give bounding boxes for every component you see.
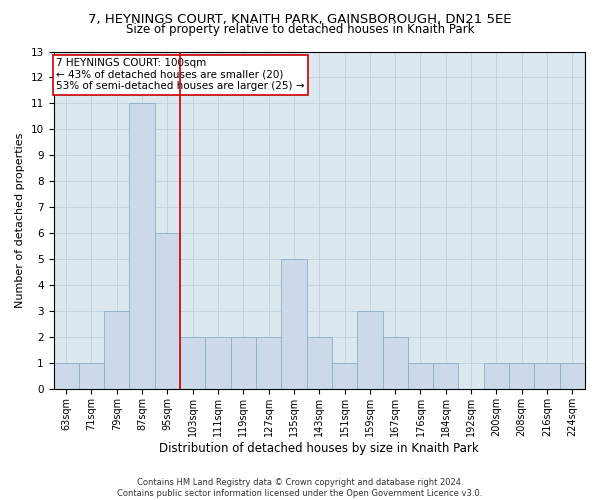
Bar bbox=[180, 338, 205, 390]
Bar bbox=[535, 364, 560, 390]
Bar bbox=[205, 338, 230, 390]
Bar bbox=[130, 104, 155, 390]
Y-axis label: Number of detached properties: Number of detached properties bbox=[15, 133, 25, 308]
Bar bbox=[560, 364, 585, 390]
Bar bbox=[104, 312, 130, 390]
Bar bbox=[332, 364, 357, 390]
Text: Contains HM Land Registry data © Crown copyright and database right 2024.
Contai: Contains HM Land Registry data © Crown c… bbox=[118, 478, 482, 498]
Bar bbox=[484, 364, 509, 390]
Bar bbox=[155, 234, 180, 390]
Bar bbox=[281, 260, 307, 390]
Bar bbox=[79, 364, 104, 390]
Bar bbox=[509, 364, 535, 390]
Text: 7 HEYNINGS COURT: 100sqm
← 43% of detached houses are smaller (20)
53% of semi-d: 7 HEYNINGS COURT: 100sqm ← 43% of detach… bbox=[56, 58, 305, 92]
Bar bbox=[433, 364, 458, 390]
Text: 7, HEYNINGS COURT, KNAITH PARK, GAINSBOROUGH, DN21 5EE: 7, HEYNINGS COURT, KNAITH PARK, GAINSBOR… bbox=[88, 12, 512, 26]
Bar bbox=[357, 312, 383, 390]
X-axis label: Distribution of detached houses by size in Knaith Park: Distribution of detached houses by size … bbox=[160, 442, 479, 455]
Bar bbox=[230, 338, 256, 390]
Bar bbox=[307, 338, 332, 390]
Bar bbox=[256, 338, 281, 390]
Bar bbox=[53, 364, 79, 390]
Text: Size of property relative to detached houses in Knaith Park: Size of property relative to detached ho… bbox=[126, 22, 474, 36]
Bar bbox=[408, 364, 433, 390]
Bar bbox=[383, 338, 408, 390]
